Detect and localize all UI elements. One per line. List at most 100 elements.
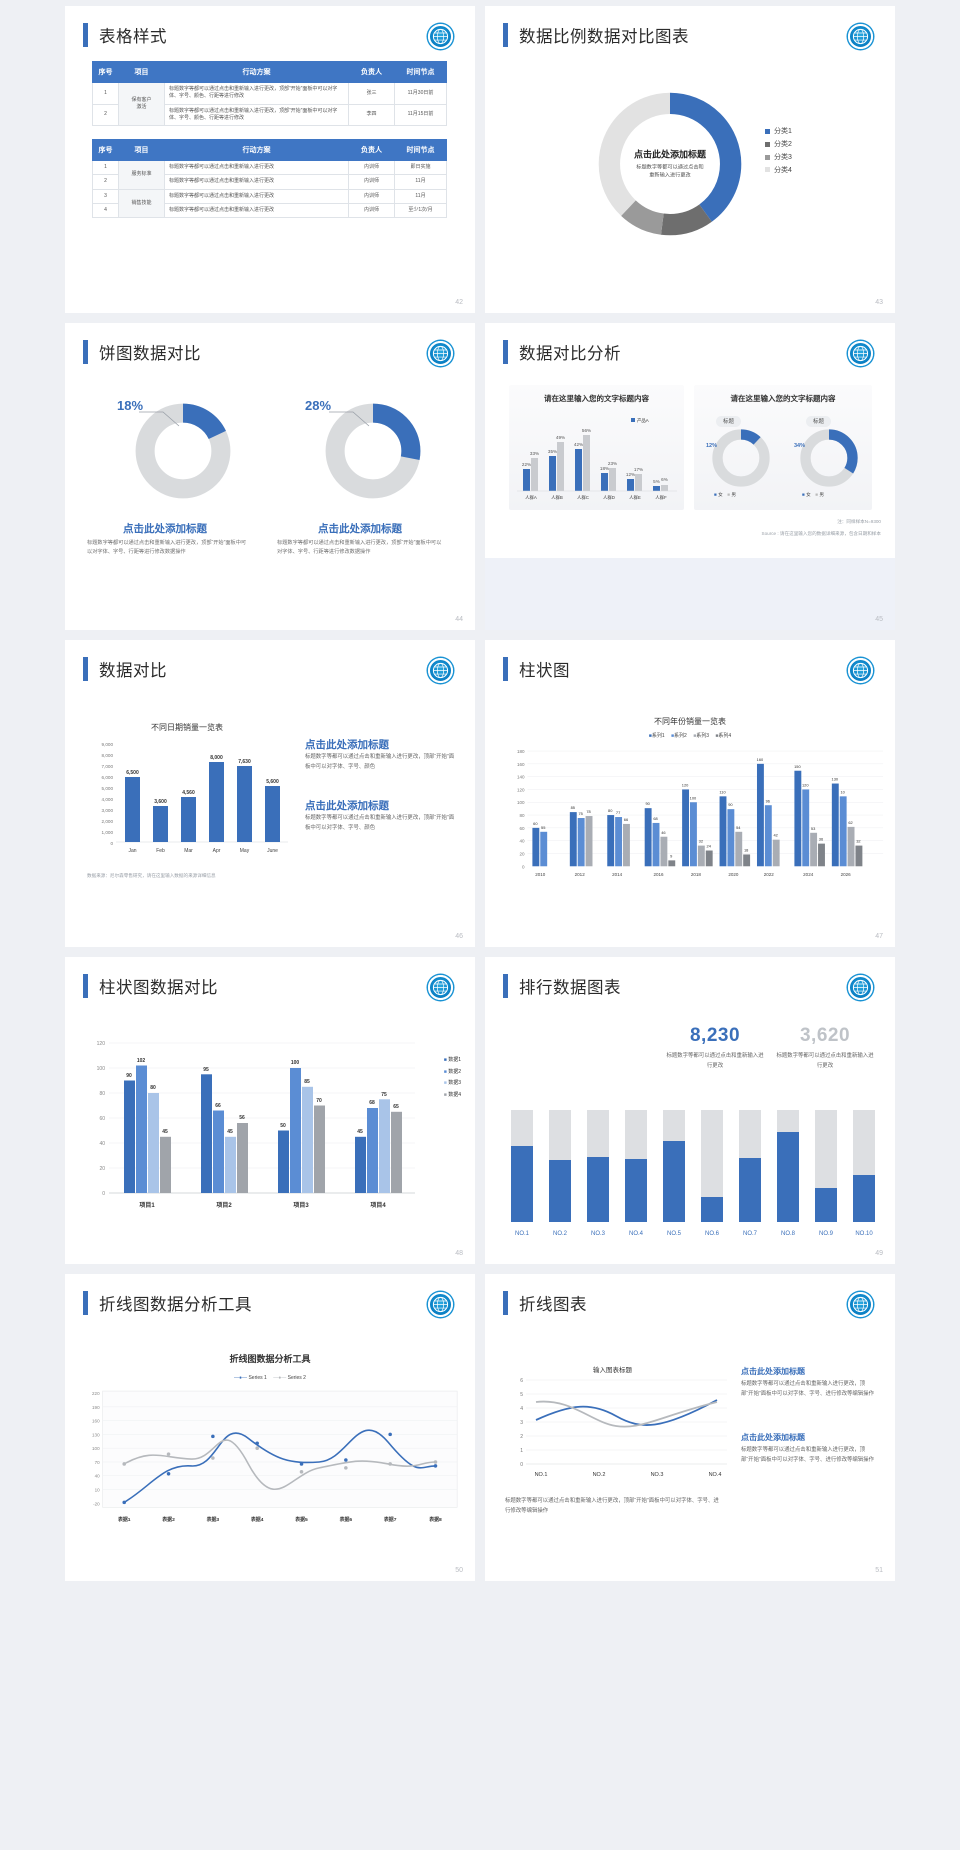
table-plan-2: 序号 项目 行动方案 负责人 时间节点 1 服务标准 标题数字等都可以通过点击和…	[92, 139, 447, 219]
title-accent-bar	[83, 974, 88, 998]
series-blue-line	[535, 1399, 718, 1426]
svg-text:80: 80	[519, 813, 525, 818]
slide-44[interactable]: 饼图数据对比 18% 点击此处添加标题 标题数字等都可以通过点击和重新输入进行更…	[65, 323, 475, 630]
svg-text:人群C: 人群C	[577, 494, 589, 501]
stat-2: 3,620 标题数字等都可以通过点击和重新输入进行更改	[775, 1025, 875, 1071]
th-seq: 序号	[92, 139, 119, 161]
legend-item: 分类2	[765, 139, 792, 152]
slide-42[interactable]: 表格样式 序号 项目 行动方案 负责人 时间节点 1 保有客户 激活 标题数字等都…	[65, 6, 475, 313]
svg-text:160: 160	[757, 757, 764, 762]
series-gray-line	[535, 1400, 718, 1428]
card-donuts-45: 请在这里输入您的文字标题内容 标题 标题 12% 34% ■ 女 ■ 男	[694, 385, 872, 510]
legend-swatch-icon	[765, 128, 770, 134]
series-1-line	[123, 1429, 436, 1504]
cell-seq: 1	[92, 82, 119, 105]
slide-45[interactable]: 数据对比分析 请在这里输入您的文字标题内容 22% 33% 35% 49% 42…	[485, 323, 895, 630]
svg-text:NO.10: NO.10	[855, 1231, 873, 1237]
heading-right: 点击此处添加标题	[318, 523, 402, 535]
donut-45-left: 12%	[706, 427, 772, 489]
card-title-right: 请在这里输入您的文字标题内容	[730, 394, 836, 403]
svg-text:项目2: 项目2	[216, 1201, 232, 1209]
svg-text:3,000: 3,000	[102, 808, 114, 813]
slide-46[interactable]: 数据对比 不同日期销量一览表 9,000 8,000 7,000 6,000 5,00…	[65, 640, 475, 947]
table-row: 1 保有客户 激活 标题数字等都可以通过点击和重新输入进行更改，顶部“开始”面板中…	[92, 82, 447, 126]
cell-time: 至少1次/月	[394, 202, 447, 219]
svg-text:0: 0	[522, 864, 525, 869]
svg-text:130: 130	[92, 1432, 100, 1437]
bar-chart-46: 9,000 8,000 7,000 6,000 5,000 4,000 3,000 2,0…	[102, 742, 288, 854]
svg-text:表据5: 表据5	[294, 1516, 308, 1523]
svg-text:NO.2: NO.2	[553, 1231, 568, 1237]
cell-action: 标题数字等都可以通过点击和重新输入进行更改，顶部“开始”面板中可以对字体、字号、…	[164, 82, 349, 105]
slide-51[interactable]: 折线图表 输入图表标题 6 5 4 3 2 1 0 NO.1 NO.2 NO.3 NO.4 标题…	[485, 1274, 895, 1581]
svg-text:10: 10	[840, 789, 845, 794]
svg-text:40: 40	[95, 1474, 101, 1479]
slide-50[interactable]: 折线图数据分析工具 折线图数据分析工具 —●— Series 1 —●— Ser…	[65, 1274, 475, 1581]
svg-text:8,000: 8,000	[210, 755, 223, 761]
page-number: 44	[455, 616, 463, 623]
svg-text:4,560: 4,560	[182, 790, 195, 796]
cell-owner: 张三	[348, 82, 395, 105]
svg-text:160: 160	[517, 762, 525, 767]
page-number: 51	[875, 1567, 883, 1574]
svg-text:2024: 2024	[803, 872, 814, 877]
donut-center-sub-2: 重新输入进行更改	[649, 173, 691, 179]
svg-text:62: 62	[848, 820, 852, 825]
donut-slice-2	[598, 92, 742, 236]
bar-chart-48: 120 100 80 60 40 20 0 90 102 80 45 95 66 45 5…	[97, 1041, 415, 1209]
svg-text:56%: 56%	[582, 428, 591, 433]
svg-text:May: May	[240, 848, 250, 854]
slide-43[interactable]: 数据比例数据对比图表 点击此处添加标题 标题数字等都可以通过点击和 重新输入进行…	[485, 6, 895, 313]
legend-item: ■ 数据4	[443, 1091, 461, 1098]
page-title: 折线图数据分析工具	[99, 1296, 252, 1314]
slide-49[interactable]: 排行数据图表 8,230 标题数字等都可以通过点击和重新输入进行更改 3,620…	[485, 957, 895, 1264]
svg-text:85: 85	[304, 1079, 310, 1085]
svg-text:66: 66	[624, 817, 629, 822]
slide-47[interactable]: 柱状图 不同年份销量一览表 ■系列1 ■系列2 ■系列3 ■系列4 180 160…	[485, 640, 895, 947]
svg-text:130: 130	[832, 777, 839, 782]
body-right: 标题数字等都可以通过点击和重新输入进行更改，顶部“开始”面板中可以对字体、字号、…	[277, 540, 442, 556]
svg-text:56: 56	[239, 1115, 245, 1121]
cell-seq: 2	[92, 103, 119, 126]
chart-legend-50: —●— Series 1 —●— Series 2	[234, 1375, 306, 1381]
chart-title-47: 不同年份销量一览表	[654, 717, 726, 726]
legend-swatch-icon	[765, 167, 770, 173]
svg-text:55: 55	[541, 825, 546, 830]
cell-seq: 2	[92, 174, 119, 190]
cell-action: 标题数字等都可以通过点击和重新输入进行更改	[164, 174, 349, 190]
th-seq: 序号	[92, 61, 119, 83]
legend-item: ■ 数据1	[443, 1057, 461, 1063]
svg-text:60: 60	[519, 826, 525, 831]
donut-legend: 分类1 分类2 分类3 分类4	[765, 126, 792, 178]
donut-45-right: 34%	[794, 427, 860, 489]
legend-label: 分类4	[774, 166, 792, 174]
svg-text:80: 80	[608, 808, 613, 813]
heading-1: 点击此处添加标题	[305, 739, 389, 751]
svg-text:6,500: 6,500	[126, 770, 139, 776]
page-number: 49	[875, 1250, 883, 1257]
svg-text:NO.2: NO.2	[593, 1472, 606, 1478]
svg-text:70: 70	[95, 1460, 101, 1465]
svg-text:项目4: 项目4	[370, 1201, 386, 1209]
svg-text:NO.1: NO.1	[515, 1231, 530, 1237]
body-1: 标题数字等都可以通过点击和重新输入进行更改，顶部“开始”面板中可以对字体、字号、…	[741, 1381, 874, 1397]
page-title: 数据比例数据对比图表	[519, 28, 689, 46]
table-header-row: 序号 项目 行动方案 负责人 时间节点	[92, 61, 447, 83]
brand-logo-icon	[848, 1292, 873, 1317]
donut-value-arc	[135, 403, 231, 499]
title-accent-bar	[503, 974, 508, 998]
slide-48[interactable]: 柱状图数据对比 120 100 80 60 40 20 0 90 102 80 45 9	[65, 957, 475, 1264]
svg-text:95: 95	[203, 1067, 209, 1073]
donut-45-right-legend: ■ 女 ■ 男	[802, 492, 824, 497]
th-time: 时间节点	[394, 61, 447, 83]
svg-text:NO.8: NO.8	[781, 1231, 796, 1237]
svg-text:49%: 49%	[556, 435, 565, 440]
table-plan-1: 序号 项目 行动方案 负责人 时间节点 1 保有客户 激活 标题数字等都可以通过点…	[92, 61, 447, 126]
stat-1-desc: 标题数字等都可以通过点击和重新输入进行更改	[666, 1053, 764, 1069]
svg-text:9: 9	[670, 853, 672, 858]
svg-text:2010: 2010	[535, 872, 546, 877]
svg-text:17%: 17%	[634, 467, 643, 472]
group-label-line1: 保有客户	[131, 96, 152, 103]
svg-text:22%: 22%	[522, 462, 531, 467]
svg-text:4: 4	[520, 1406, 523, 1412]
